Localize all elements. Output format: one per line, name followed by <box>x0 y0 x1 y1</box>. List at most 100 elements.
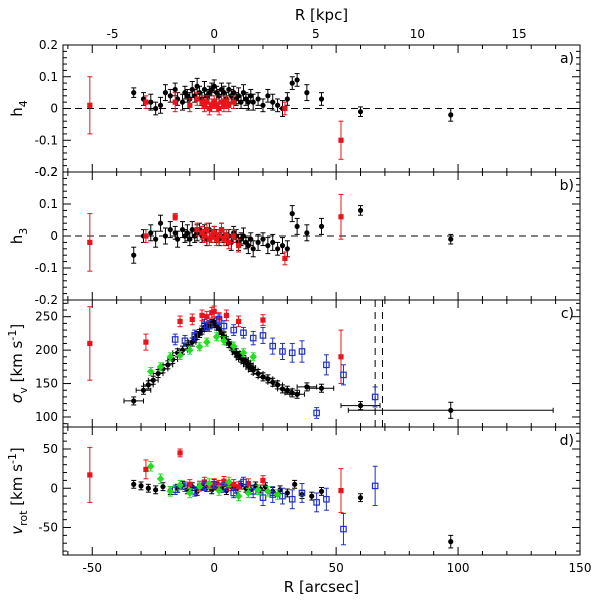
data-point <box>186 346 194 354</box>
data-point <box>284 246 290 252</box>
y-tick-label: 100 <box>35 410 58 424</box>
data-point <box>181 337 189 345</box>
data-point <box>211 99 217 105</box>
data-point <box>218 227 225 233</box>
y-tick-label: -0.1 <box>35 133 58 147</box>
series-red <box>87 305 344 385</box>
top-tick-label: -5 <box>107 27 119 41</box>
data-point <box>270 99 276 105</box>
data-point <box>138 483 144 489</box>
data-point <box>221 478 227 484</box>
plot-layer: -0.2 -0.1 0 0.1 0.2 a) h4 -0.2 -0.1 0 0.1 0.2 b) h3 10… <box>6 6 591 596</box>
data-point <box>240 329 247 337</box>
data-point <box>231 233 237 239</box>
panel-tag: d) <box>560 433 574 449</box>
y-tick-label: 150 <box>35 377 58 391</box>
data-point <box>131 90 137 96</box>
data-point <box>323 495 330 503</box>
data-point <box>206 105 212 112</box>
data-point <box>221 236 227 242</box>
data-point <box>216 482 222 488</box>
panel-data <box>87 300 554 427</box>
y-tick-label: -0.2 <box>35 293 58 307</box>
data-point <box>282 105 288 112</box>
data-point <box>187 102 193 108</box>
data-point <box>255 96 261 102</box>
data-point <box>270 239 276 245</box>
data-point <box>265 93 271 99</box>
data-point <box>145 485 151 491</box>
data-point <box>279 243 286 249</box>
data-point <box>234 492 243 500</box>
data-point <box>289 80 295 86</box>
y-axis-label: σv [km s-1] <box>6 324 30 403</box>
data-point <box>284 96 290 102</box>
y-tick-label: 0.1 <box>39 197 58 211</box>
series-blue <box>171 313 379 419</box>
data-point <box>153 487 159 493</box>
data-point <box>214 236 220 242</box>
y-axis-label: vrot [km s-1] <box>6 447 30 535</box>
data-point <box>294 223 300 229</box>
data-point <box>226 239 232 245</box>
data-point <box>245 480 251 487</box>
data-point <box>292 481 298 487</box>
y-tick-label: 0.1 <box>39 70 58 84</box>
data-point <box>448 407 454 413</box>
series-black <box>131 205 454 264</box>
data-point <box>175 236 181 242</box>
data-point <box>371 393 379 401</box>
data-point <box>357 207 364 213</box>
top-tick-label: 15 <box>511 27 526 41</box>
panel-vrot: -50 0 50 d) vrot [km s-1] -50 0 50 100 150 <box>6 426 592 575</box>
data-point <box>204 227 210 233</box>
data-point <box>194 227 200 233</box>
data-point <box>338 354 344 360</box>
data-point <box>279 348 286 355</box>
data-point <box>338 137 344 143</box>
data-point <box>357 495 364 501</box>
data-point <box>255 370 261 377</box>
data-point <box>298 489 306 497</box>
y-tick-label: 0.2 <box>39 38 58 52</box>
data-point <box>340 371 347 379</box>
data-point <box>153 236 159 242</box>
data-point <box>264 487 272 496</box>
data-point <box>273 490 282 499</box>
data-point <box>255 239 261 245</box>
data-point <box>226 102 232 108</box>
data-point <box>249 353 258 361</box>
data-point <box>220 322 228 330</box>
panel-tag: a) <box>560 51 574 67</box>
data-point <box>215 316 223 323</box>
panel-frame <box>62 299 581 428</box>
data-point <box>167 227 173 233</box>
data-point <box>160 484 166 490</box>
data-point <box>240 478 247 486</box>
data-point <box>284 490 290 496</box>
data-point <box>165 362 171 368</box>
data-point <box>260 317 266 323</box>
series-black-outer <box>347 401 554 419</box>
data-point <box>176 481 184 489</box>
data-point <box>171 336 179 343</box>
data-point <box>340 525 347 533</box>
data-point <box>318 96 325 102</box>
data-point <box>338 488 344 494</box>
data-point <box>318 223 325 229</box>
data-point <box>304 90 310 96</box>
panel-tag: b) <box>560 178 574 194</box>
data-point <box>140 387 147 393</box>
data-point <box>162 90 169 96</box>
data-point <box>260 102 266 108</box>
data-point <box>235 318 242 324</box>
y-tick-label: -0.1 <box>35 261 58 275</box>
data-point <box>166 487 175 496</box>
data-point <box>249 334 257 342</box>
x-tick-label: 150 <box>569 561 592 575</box>
data-point <box>259 332 267 339</box>
panel-data <box>87 446 454 549</box>
series-black <box>131 73 454 122</box>
data-point <box>235 243 242 249</box>
